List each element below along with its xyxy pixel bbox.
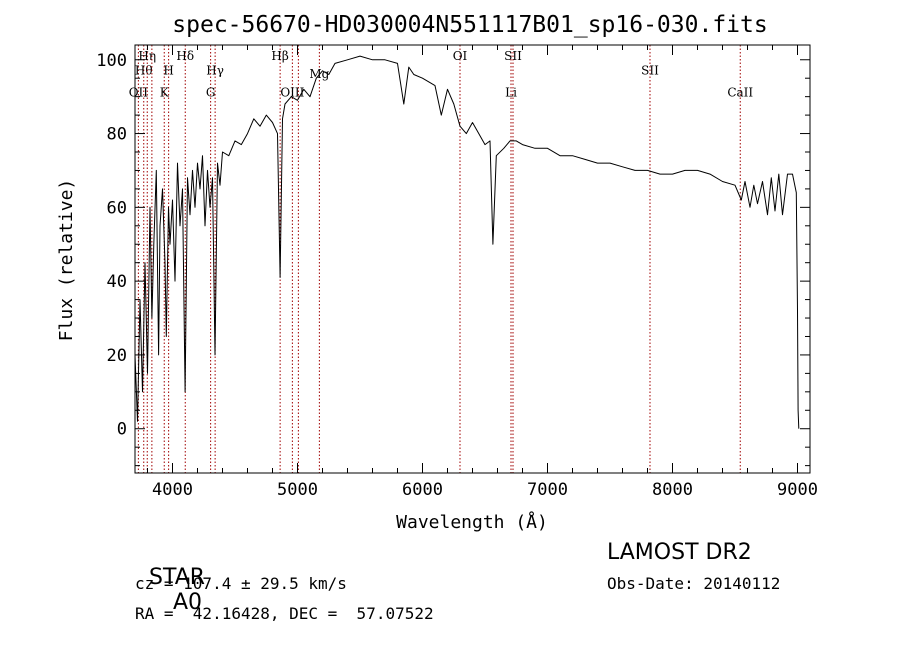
coordinates: RA = 42.16428, DEC = 57.07522	[135, 604, 434, 623]
object-subclass: A0	[173, 590, 203, 615]
x-tick-label: 4000	[152, 480, 193, 500]
y-tick-label: 0	[117, 420, 127, 440]
line-label: OIII	[280, 86, 304, 100]
y-tick-label: 100	[96, 51, 127, 71]
x-tick-label: 7000	[527, 480, 568, 500]
observation-date: Obs-Date: 20140112	[607, 574, 781, 593]
x-tick-label: 8000	[652, 480, 693, 500]
x-tick-label: 6000	[402, 480, 443, 500]
line-label: SII	[641, 64, 659, 78]
line-label: CaII	[727, 86, 753, 100]
line-label: Hη	[138, 49, 156, 63]
y-tick-label: 40	[107, 272, 127, 292]
y-axis-label: Flux (relative)	[56, 179, 77, 342]
survey-name: LAMOST DR2	[607, 540, 752, 565]
line-label: SII	[504, 49, 522, 63]
spectrum-series	[134, 55, 800, 429]
line-label: Hδ	[176, 49, 194, 63]
line-label: Hβ	[271, 49, 288, 63]
line-label: H	[163, 64, 173, 78]
line-label: OI	[453, 49, 468, 63]
redshift-cz: cz = 107.4 ± 29.5 km/s	[135, 574, 347, 593]
x-tick-label: 5000	[277, 480, 318, 500]
y-tick-label: 20	[107, 346, 127, 366]
x-tick-label: 9000	[777, 480, 818, 500]
object-class: STAR	[149, 565, 206, 590]
line-label: Hγ	[206, 64, 224, 78]
chart-title: spec-56670-HD030004N551117B01_sp16-030.f…	[172, 12, 767, 38]
x-axis-label: Wavelength (Å)	[396, 511, 548, 533]
y-tick-label: 60	[107, 198, 127, 218]
line-label: G	[206, 86, 216, 100]
plot-frame	[134, 44, 811, 474]
line-label: OII	[129, 86, 149, 100]
y-tick-label: 80	[107, 125, 127, 145]
line-label: K	[160, 86, 170, 100]
line-label: Li	[505, 86, 517, 100]
line-label: Hθ	[135, 64, 153, 78]
